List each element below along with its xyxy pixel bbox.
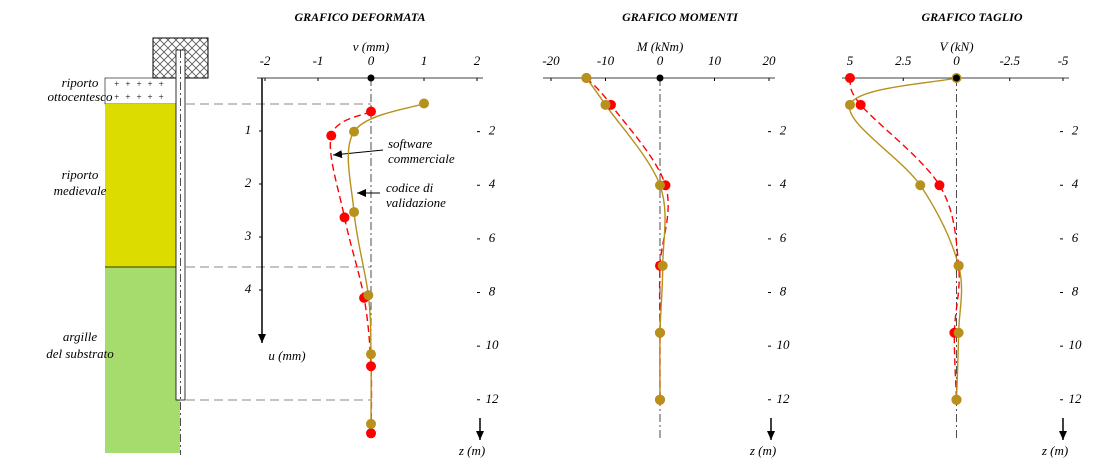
- y-tick-label: 4: [489, 176, 496, 191]
- chart-title: GRAFICO MOMENTI: [622, 10, 739, 24]
- data-point: [655, 328, 665, 338]
- series-line: [586, 78, 665, 400]
- u-tick-label: 3: [244, 228, 252, 243]
- x-tick-label: -2.5: [999, 53, 1020, 68]
- data-point: [655, 395, 665, 405]
- y-tick-label: 6: [1072, 230, 1079, 245]
- origin-dot: [657, 75, 664, 82]
- series-line: [586, 78, 668, 400]
- series-line: [850, 78, 962, 400]
- data-point: [845, 100, 855, 110]
- origin-dot: [368, 75, 375, 82]
- data-point: [366, 107, 376, 117]
- data-point: [601, 100, 611, 110]
- y-tick-label: 12: [1069, 391, 1083, 406]
- x-tick-label: 2.5: [895, 53, 912, 68]
- y-tick-label: 6: [489, 230, 496, 245]
- y-axis-label: z (m): [458, 443, 485, 458]
- data-point: [915, 180, 925, 190]
- y-tick-label: 2: [489, 123, 496, 138]
- x-tick-label: -2: [260, 53, 271, 68]
- data-point: [366, 428, 376, 438]
- y-tick-label: 8: [489, 284, 496, 299]
- soil-column: +++++ +++++ riporto ottocentesco riporto…: [46, 38, 371, 455]
- layer-label: argille: [63, 329, 97, 344]
- data-point: [655, 180, 665, 190]
- layer-label: medievale: [54, 183, 107, 198]
- x-tick-label: 0: [368, 53, 375, 68]
- data-point: [349, 127, 359, 137]
- x-tick-label: 0: [657, 53, 664, 68]
- x-axis-label: M (kNm): [636, 39, 684, 54]
- y-tick-label: 4: [1072, 176, 1079, 191]
- data-point: [954, 261, 964, 271]
- pattern: +++++: [114, 79, 169, 89]
- u-tick-label: 1: [245, 122, 252, 137]
- data-point: [954, 328, 964, 338]
- layer-3: [105, 267, 180, 453]
- x-tick-label: 2: [474, 53, 481, 68]
- data-point: [340, 212, 350, 222]
- x-tick-label: -10: [597, 53, 615, 68]
- data-point: [366, 361, 376, 371]
- chart-title: GRAFICO TAGLIO: [921, 10, 1022, 24]
- series-line: [850, 78, 959, 400]
- data-point: [366, 349, 376, 359]
- y-tick-label: 10: [486, 337, 500, 352]
- y-tick-label: 4: [780, 176, 787, 191]
- data-point: [363, 290, 373, 300]
- annotation-arrow: [333, 150, 383, 155]
- x-tick-label: 10: [708, 53, 722, 68]
- x-tick-label: 1: [421, 53, 428, 68]
- layer-2: [105, 104, 180, 267]
- legend-entry: codice di validazione: [386, 180, 466, 210]
- y-axis-label: z (m): [749, 443, 776, 458]
- origin-dot: [953, 75, 960, 82]
- data-point: [845, 73, 855, 83]
- u-tick-label: 2: [245, 175, 252, 190]
- x-tick-label: -1: [313, 53, 324, 68]
- y-tick-label: 8: [1072, 284, 1079, 299]
- x-tick-label: 0: [953, 53, 960, 68]
- data-point: [856, 100, 866, 110]
- y-tick-label: 8: [780, 284, 787, 299]
- series-line: [330, 112, 371, 434]
- pattern: +++++: [114, 92, 169, 102]
- x-tick-label: 20: [763, 53, 777, 68]
- layer-label: riporto: [62, 167, 99, 182]
- layer-label: ottocentesco: [48, 89, 113, 104]
- x-tick-label: -5: [1058, 53, 1069, 68]
- legend-entry: software commerciale: [388, 136, 468, 166]
- x-axis-label: V (kN): [939, 39, 973, 54]
- y-tick-label: 6: [780, 230, 787, 245]
- x-tick-label: -20: [542, 53, 560, 68]
- data-point: [366, 419, 376, 429]
- figure: +++++ +++++ riporto ottocentesco riporto…: [0, 0, 1095, 460]
- u-tick-label: 4: [245, 281, 252, 296]
- chart: +++++ +++++ riporto ottocentesco riporto…: [0, 0, 1095, 460]
- y-tick-label: 2: [780, 123, 787, 138]
- u-axis-label: u (mm): [268, 348, 305, 363]
- layer-label: riporto: [62, 75, 99, 90]
- data-point: [934, 180, 944, 190]
- x-tick-label: 5: [847, 53, 854, 68]
- y-tick-label: 10: [777, 337, 791, 352]
- data-point: [419, 98, 429, 108]
- y-tick-label: 12: [486, 391, 500, 406]
- chart-title: GRAFICO DEFORMATA: [294, 10, 425, 24]
- y-tick-label: 12: [777, 391, 791, 406]
- data-point: [658, 261, 668, 271]
- x-axis-label: v (mm): [353, 39, 389, 54]
- layer-label: del substrato: [46, 346, 114, 361]
- data-point: [326, 131, 336, 141]
- data-point: [349, 207, 359, 217]
- y-axis-label: z (m): [1041, 443, 1068, 458]
- data-point: [581, 73, 591, 83]
- y-tick-label: 10: [1069, 337, 1083, 352]
- y-tick-label: 2: [1072, 123, 1079, 138]
- data-point: [952, 395, 962, 405]
